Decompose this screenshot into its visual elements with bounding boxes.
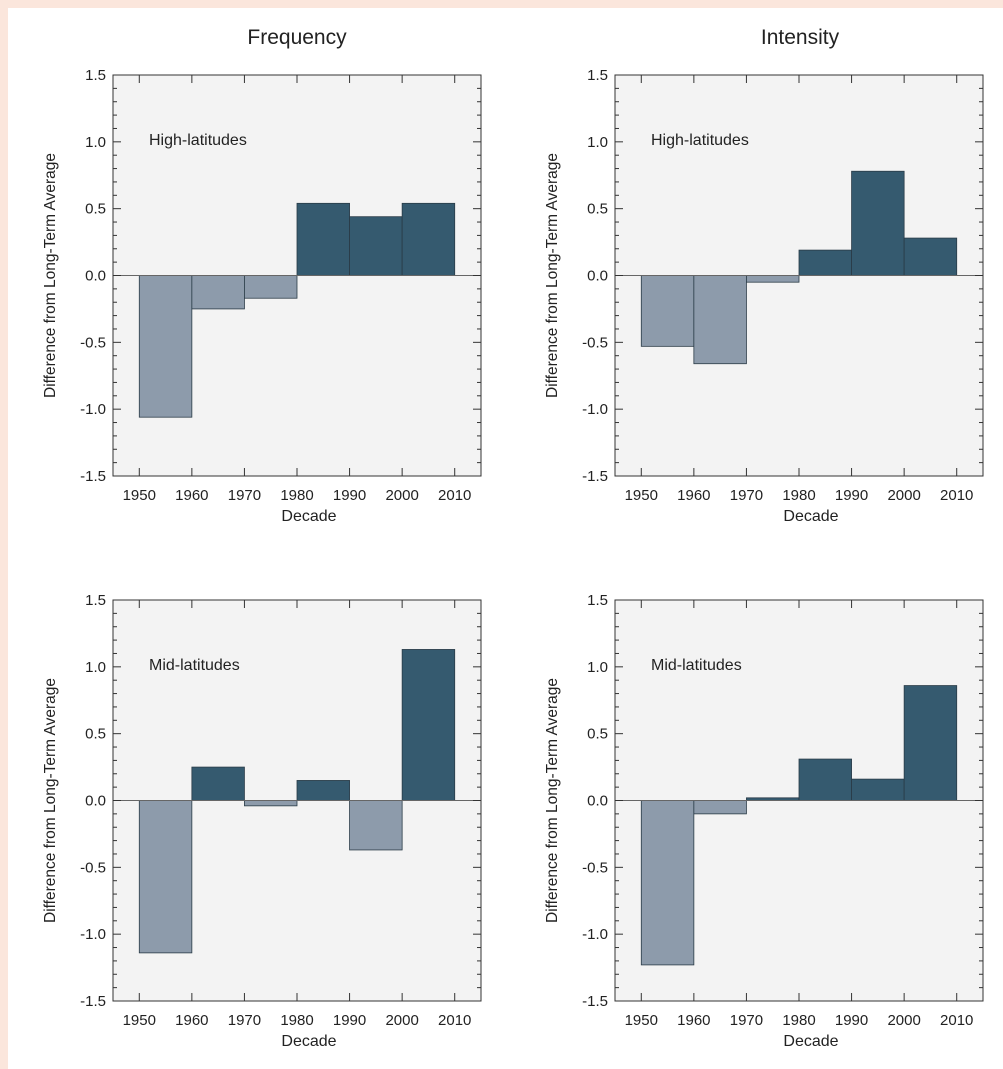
y-tick-label: 1.5 — [587, 67, 608, 84]
chart-panel-1: 1.5 1.0 0.5 0.0 -0.5 -1.0 -1.5 1950 1960 1970 1980… — [42, 67, 482, 525]
y-tick-label: -1.0 — [582, 926, 608, 943]
bar-1980 — [296, 780, 350, 801]
x-tick-label: 2010 — [438, 487, 471, 504]
chart-panel-2: 1.5 1.0 0.5 0.0 -0.5 -1.0 -1.5 1950 1960 1970 1980… — [544, 67, 984, 525]
x-tick-label: 1950 — [123, 487, 156, 504]
y-axis-label: Difference from Long-Term Average — [544, 153, 561, 398]
x-axis-label: Decade — [281, 1033, 336, 1050]
y-tick-label: 1.0 — [85, 134, 106, 151]
x-tick-label: 2010 — [940, 487, 973, 504]
y-tick-label: 0.0 — [587, 793, 608, 810]
x-tick-label: 1980 — [280, 1012, 313, 1029]
y-tick-label: 0.5 — [85, 726, 106, 743]
x-axis-label: Decade — [281, 508, 336, 525]
x-tick-label: 1980 — [782, 1012, 815, 1029]
y-tick-label: -1.5 — [582, 468, 608, 485]
chart-panel-3: 1.5 1.0 0.5 0.0 -0.5 -1.0 -1.5 1950 1960 1970 1980… — [42, 592, 482, 1050]
bar-1960 — [693, 275, 747, 365]
bar-1990 — [349, 800, 403, 851]
y-tick-label: 1.0 — [587, 134, 608, 151]
x-tick-label: 2000 — [385, 487, 418, 504]
bar-1950 — [138, 275, 193, 418]
bar-1950 — [640, 275, 695, 347]
x-tick-label: 1970 — [228, 1012, 261, 1029]
y-tick-label: -1.5 — [80, 993, 106, 1010]
chart-panel-4: 1.5 1.0 0.5 0.0 -0.5 -1.0 -1.5 1950 1960 1970 1980… — [544, 592, 984, 1050]
y-tick-label: 0.5 — [587, 726, 608, 743]
x-tick-label: 1970 — [730, 1012, 763, 1029]
region-label: High-latitudes — [651, 132, 749, 149]
y-tick-label: -0.5 — [582, 859, 608, 876]
y-tick-label: 0.5 — [587, 201, 608, 218]
bar-2000 — [401, 202, 456, 276]
x-tick-label: 1960 — [175, 1012, 208, 1029]
bar-1970 — [244, 800, 298, 807]
y-tick-label: 0.0 — [85, 268, 106, 285]
y-tick-label: 1.5 — [85, 67, 106, 84]
x-tick-label: 1980 — [782, 487, 815, 504]
bar-1960 — [191, 766, 245, 801]
bar-2000 — [401, 649, 456, 801]
figure-canvas: Frequency Intensity 1.5 1.0 0.5 0.0 -0.5 -1.0… — [42, 26, 984, 1050]
x-tick-label: 2000 — [887, 1012, 920, 1029]
x-tick-label: 1970 — [228, 487, 261, 504]
y-axis-label: Difference from Long-Term Average — [544, 678, 561, 923]
x-tick-label: 1990 — [333, 1012, 366, 1029]
y-tick-label: 0.0 — [85, 793, 106, 810]
column-title-intensity: Intensity — [761, 26, 840, 49]
region-label: Mid-latitudes — [149, 657, 240, 674]
y-axis-label: Difference from Long-Term Average — [42, 153, 59, 398]
column-title-frequency: Frequency — [247, 26, 347, 49]
bar-2000 — [903, 237, 958, 276]
y-tick-label: -1.0 — [582, 401, 608, 418]
x-tick-label: 1960 — [677, 1012, 710, 1029]
x-tick-label: 2010 — [438, 1012, 471, 1029]
region-label: High-latitudes — [149, 132, 247, 149]
x-tick-label: 1990 — [835, 1012, 868, 1029]
y-tick-label: -1.0 — [80, 401, 106, 418]
x-axis-label: Decade — [783, 508, 838, 525]
bar-1970 — [746, 275, 800, 283]
x-tick-label: 1980 — [280, 487, 313, 504]
x-axis-label: Decade — [783, 1033, 838, 1050]
x-tick-label: 1990 — [333, 487, 366, 504]
x-tick-label: 1950 — [123, 1012, 156, 1029]
y-tick-label: 1.0 — [85, 659, 106, 676]
bar-1990 — [851, 170, 905, 276]
y-tick-label: -1.0 — [80, 926, 106, 943]
y-tick-label: 0.0 — [587, 268, 608, 285]
bar-1980 — [798, 249, 852, 276]
bar-1950 — [640, 800, 695, 966]
bar-2000 — [903, 685, 958, 801]
bar-1950 — [138, 800, 193, 954]
y-tick-label: -1.5 — [582, 993, 608, 1010]
bar-1970 — [244, 275, 298, 299]
bar-1960 — [191, 275, 245, 310]
y-tick-label: -0.5 — [80, 334, 106, 351]
y-tick-label: 0.5 — [85, 201, 106, 218]
y-tick-label: 1.5 — [587, 592, 608, 609]
x-tick-label: 1950 — [625, 1012, 658, 1029]
y-tick-label: 1.5 — [85, 592, 106, 609]
region-label: Mid-latitudes — [651, 657, 742, 674]
bar-1980 — [296, 202, 350, 276]
x-tick-label: 2010 — [940, 1012, 973, 1029]
y-axis-label: Difference from Long-Term Average — [42, 678, 59, 923]
y-tick-label: 1.0 — [587, 659, 608, 676]
bar-1960 — [693, 800, 747, 815]
bar-1990 — [851, 778, 905, 801]
x-tick-label: 2000 — [385, 1012, 418, 1029]
y-tick-label: -0.5 — [80, 859, 106, 876]
x-tick-label: 1960 — [677, 487, 710, 504]
x-tick-label: 1950 — [625, 487, 658, 504]
y-tick-label: -1.5 — [80, 468, 106, 485]
bar-1980 — [798, 758, 852, 801]
figure-page: Frequency Intensity 1.5 1.0 0.5 0.0 -0.5 -1.0… — [8, 8, 1003, 1069]
bar-1990 — [349, 216, 403, 276]
x-tick-label: 2000 — [887, 487, 920, 504]
x-tick-label: 1990 — [835, 487, 868, 504]
x-tick-label: 1960 — [175, 487, 208, 504]
x-tick-label: 1970 — [730, 487, 763, 504]
y-tick-label: -0.5 — [582, 334, 608, 351]
